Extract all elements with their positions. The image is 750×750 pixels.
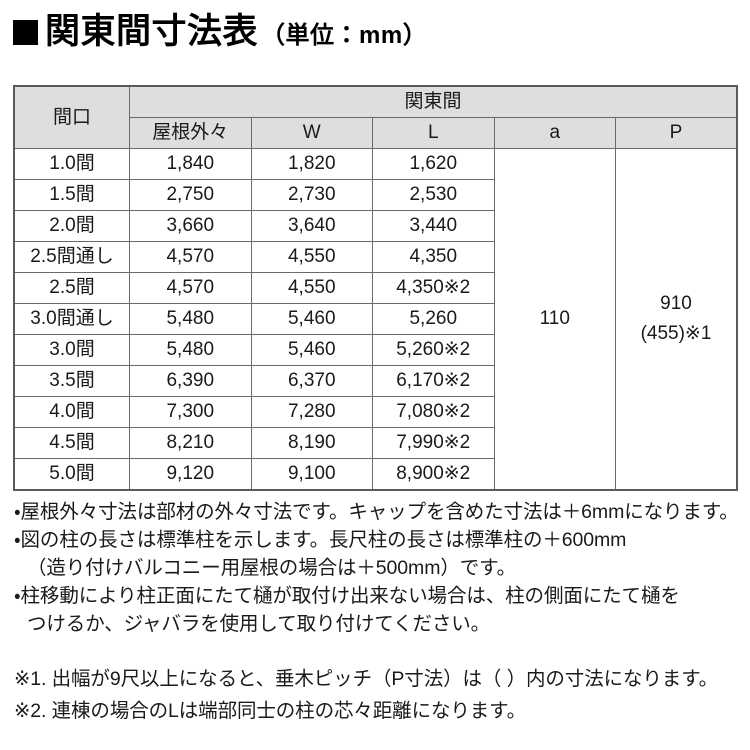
cell-w: 9,100 [250,458,373,491]
cell-l: 3,440 [372,210,495,242]
page-title: 関東間寸法表 （単位：mm） [13,14,427,49]
note-line: ・図の柱の長さは標準柱を示します。長尺柱の長さは標準柱の＋600mm [14,529,627,551]
cell-w: 2,730 [250,179,373,211]
cell-maguchi: 4.5間 [13,427,130,459]
note-line: （造り付けバルコニー用屋根の場合は＋500mm）です。 [27,557,516,579]
cell-w: 8,190 [250,427,373,459]
cell-l: 5,260※2 [372,334,495,366]
cell-maguchi: 3.5間 [13,365,130,397]
cell-p-value-primary: 910 [660,293,692,314]
header-l: L [372,117,495,149]
footnote-line: ※2. 連棟の場合のLは端部同士の柱の芯々距離になります。 [14,700,527,722]
footnote-line: ※1. 出幅が9尺以上になると、垂木ピッチ（P寸法）は（ ）内の寸法になります。 [14,668,719,690]
title-unit-text: （単位：mm） [261,22,428,49]
header-maguchi: 間口 [13,85,130,149]
dimension-table: 間口 関東間 屋根外々 W L a P 1.0間 1,840 1,820 1,620 1… [13,85,738,491]
dimension-table-container: 間口 関東間 屋根外々 W L a P 1.0間 1,840 1,820 1,620 1… [13,85,738,491]
cell-yane: 6,390 [129,365,252,397]
cell-yane: 1,840 [129,148,252,180]
cell-maguchi: 1.5間 [13,179,130,211]
cell-yane: 4,570 [129,272,252,304]
table-header-row-sub: 屋根外々 W L a P [14,117,738,149]
cell-a-merged: 110 [493,148,616,491]
table-row: 2.0間 3,660 3,640 3,440 [13,210,737,242]
cell-l: 4,350※2 [372,272,495,304]
cell-yane: 9,120 [129,458,252,491]
table-body: 1.0間 1,840 1,820 1,620 110 910 (455)※1 1.5間 2,75… [13,148,738,491]
table-head: 間口 関東間 屋根外々 W L a P [13,85,738,149]
cell-w: 1,820 [250,148,373,180]
cell-w: 5,460 [250,334,373,366]
cell-w: 6,370 [250,365,373,397]
cell-yane: 5,480 [129,303,252,335]
cell-w: 5,460 [250,303,373,335]
cell-maguchi: 4.0間 [13,396,130,428]
note-line: ・屋根外々寸法は部材の外々寸法です。キャップを含めた寸法は＋6mmになります。 [14,501,739,523]
cell-w: 7,280 [250,396,373,428]
cell-l: 1,620 [372,148,495,180]
cell-maguchi: 2.0間 [13,210,130,242]
cell-yane: 5,480 [129,334,252,366]
cell-l: 8,900※2 [372,458,495,491]
table-row: 3.0間通し 5,480 5,460 5,260 [13,303,737,335]
cell-yane: 8,210 [129,427,252,459]
cell-maguchi: 2.5間 [13,272,130,304]
table-row: 1.5間 2,750 2,730 2,530 [13,179,737,211]
cell-l: 4,350 [372,241,495,273]
title-text: 関東間寸法表 [45,12,259,51]
table-row: 4.0間 7,300 7,280 7,080※2 [13,396,737,428]
cell-maguchi: 3.0間通し [13,303,130,335]
cell-yane: 2,750 [129,179,252,211]
cell-p-merged: 910 (455)※1 [615,148,738,491]
cell-w: 3,640 [250,210,373,242]
table-row: 3.5間 6,390 6,370 6,170※2 [13,365,737,397]
table-row: 1.0間 1,840 1,820 1,620 110 910 (455)※1 [13,148,738,491]
notes-block: ・屋根外々寸法は部材の外々寸法です。キャップを含めた寸法は＋6mmになります。・… [14,498,744,638]
note-line: ・柱移動により柱正面にたて樋が取付け出来ない場合は、柱の側面にたて樋を [14,585,680,607]
cell-yane: 4,570 [129,241,252,273]
header-group-kantouma: 関東間 [129,85,738,118]
footnotes-block: ※1. 出幅が9尺以上になると、垂木ピッチ（P寸法）は（ ）内の寸法になります。… [14,663,744,727]
cell-p-value-alternate: (455)※1 [640,323,712,344]
bullet-square-icon [13,20,38,45]
table-row: 4.5間 8,210 8,190 7,990※2 [13,427,737,459]
cell-w: 4,550 [250,241,373,273]
header-w: W [250,117,373,149]
cell-yane: 7,300 [129,396,252,428]
header-yane-soto: 屋根外々 [129,117,252,149]
cell-l: 2,530 [372,179,495,211]
table-row: 5.0間 9,120 9,100 8,900※2 [13,458,737,491]
cell-maguchi: 5.0間 [13,458,130,491]
cell-maguchi: 2.5間通し [13,241,130,273]
table-row: 2.5間 4,570 4,550 4,350※2 [13,272,737,304]
cell-l: 7,080※2 [372,396,495,428]
note-line: つけるか、ジャバラを使用して取り付けてください。 [27,613,491,635]
cell-maguchi: 3.0間 [13,334,130,366]
cell-l: 7,990※2 [372,427,495,459]
header-a: a [493,117,616,149]
cell-yane: 3,660 [129,210,252,242]
cell-l: 5,260 [372,303,495,335]
table-header-row-top: 間口 関東間 [13,85,738,149]
header-p: P [615,117,738,149]
cell-w: 4,550 [250,272,373,304]
cell-l: 6,170※2 [372,365,495,397]
cell-maguchi: 1.0間 [13,148,130,180]
